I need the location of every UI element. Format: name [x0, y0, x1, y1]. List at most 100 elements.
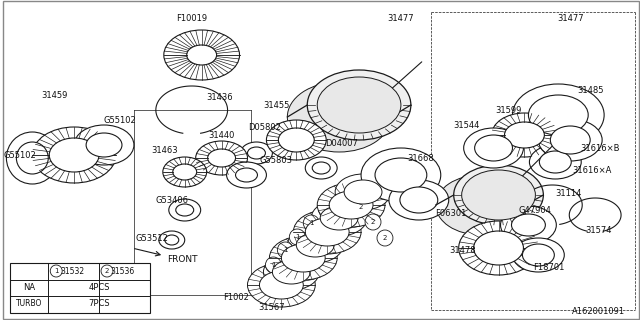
Ellipse shape: [101, 265, 113, 277]
Text: 2: 2: [359, 204, 364, 210]
Text: 31532: 31532: [60, 267, 84, 276]
Ellipse shape: [353, 199, 369, 215]
Ellipse shape: [169, 199, 201, 221]
Ellipse shape: [540, 151, 572, 173]
Text: TURBO: TURBO: [16, 300, 42, 308]
Ellipse shape: [307, 70, 411, 140]
Ellipse shape: [269, 236, 337, 280]
Ellipse shape: [282, 244, 325, 272]
Ellipse shape: [529, 145, 581, 179]
Text: 31574: 31574: [585, 226, 611, 235]
Text: 2: 2: [371, 219, 375, 225]
Text: 2: 2: [383, 235, 387, 241]
Ellipse shape: [207, 149, 236, 167]
Text: 31455: 31455: [263, 100, 289, 109]
Ellipse shape: [289, 229, 305, 245]
Text: 7PCS: 7PCS: [88, 300, 110, 308]
Text: D04007: D04007: [324, 139, 358, 148]
Text: 31668: 31668: [408, 154, 434, 163]
Text: 31544: 31544: [454, 121, 480, 130]
Ellipse shape: [463, 128, 524, 168]
Ellipse shape: [389, 180, 449, 220]
Ellipse shape: [303, 215, 319, 231]
Ellipse shape: [273, 260, 310, 284]
Text: 1: 1: [271, 262, 276, 268]
Ellipse shape: [377, 230, 393, 246]
Ellipse shape: [500, 206, 556, 244]
Text: 31114: 31114: [555, 188, 582, 197]
Ellipse shape: [164, 30, 239, 80]
Ellipse shape: [361, 148, 441, 202]
Ellipse shape: [375, 158, 427, 192]
Text: G55102: G55102: [4, 150, 36, 159]
Text: F06301: F06301: [435, 209, 467, 218]
Ellipse shape: [538, 119, 602, 161]
Text: 31478: 31478: [449, 245, 476, 254]
Ellipse shape: [293, 210, 361, 254]
Ellipse shape: [51, 265, 62, 277]
Text: 31536: 31536: [111, 267, 135, 276]
Text: 31485: 31485: [577, 85, 604, 94]
Ellipse shape: [266, 120, 326, 160]
Text: F1002: F1002: [223, 293, 250, 302]
Ellipse shape: [259, 271, 303, 299]
Text: 2: 2: [105, 268, 109, 274]
Ellipse shape: [474, 231, 524, 265]
Text: 1: 1: [309, 220, 314, 226]
Text: 31440: 31440: [209, 131, 235, 140]
Text: 31477: 31477: [388, 13, 414, 22]
Ellipse shape: [159, 231, 185, 249]
Ellipse shape: [278, 128, 314, 152]
Ellipse shape: [529, 95, 588, 135]
Text: F10019: F10019: [176, 13, 207, 22]
Ellipse shape: [522, 244, 554, 266]
Ellipse shape: [365, 214, 381, 230]
Ellipse shape: [165, 235, 179, 245]
Text: G55803: G55803: [260, 156, 293, 164]
Ellipse shape: [312, 162, 330, 174]
Ellipse shape: [287, 227, 343, 263]
Ellipse shape: [296, 233, 334, 257]
Ellipse shape: [459, 221, 538, 275]
Ellipse shape: [305, 157, 337, 179]
Text: NA: NA: [23, 284, 35, 292]
Text: 31599: 31599: [495, 106, 522, 115]
Ellipse shape: [6, 132, 58, 184]
Ellipse shape: [248, 263, 316, 307]
Ellipse shape: [264, 254, 319, 290]
Text: 31463: 31463: [152, 146, 178, 155]
Text: G53406: G53406: [156, 196, 188, 204]
Text: 31459: 31459: [41, 91, 67, 100]
Text: G55102: G55102: [104, 116, 136, 124]
Ellipse shape: [17, 142, 48, 174]
Text: 4PCS: 4PCS: [88, 284, 110, 292]
Ellipse shape: [173, 164, 196, 180]
Text: 31436: 31436: [206, 92, 233, 101]
Ellipse shape: [475, 135, 513, 161]
Bar: [10, 263, 150, 313]
Text: F18701: F18701: [532, 263, 564, 273]
Ellipse shape: [513, 84, 604, 146]
Ellipse shape: [461, 170, 536, 220]
Ellipse shape: [550, 126, 590, 154]
Ellipse shape: [49, 138, 99, 172]
Ellipse shape: [436, 175, 525, 235]
Ellipse shape: [320, 206, 358, 230]
Ellipse shape: [163, 157, 207, 187]
Text: 31616×B: 31616×B: [580, 143, 620, 153]
Ellipse shape: [400, 187, 438, 213]
Text: G47904: G47904: [519, 205, 552, 214]
Ellipse shape: [74, 125, 134, 165]
Ellipse shape: [277, 242, 293, 258]
Text: G53512: G53512: [136, 234, 168, 243]
Text: 31567: 31567: [258, 303, 285, 313]
Text: A162001091: A162001091: [572, 308, 625, 316]
Ellipse shape: [236, 168, 257, 182]
Ellipse shape: [504, 122, 545, 148]
Ellipse shape: [248, 147, 266, 159]
Ellipse shape: [287, 82, 391, 152]
Ellipse shape: [196, 141, 248, 175]
Ellipse shape: [335, 174, 391, 210]
Ellipse shape: [305, 218, 349, 246]
Text: 1: 1: [283, 247, 287, 253]
